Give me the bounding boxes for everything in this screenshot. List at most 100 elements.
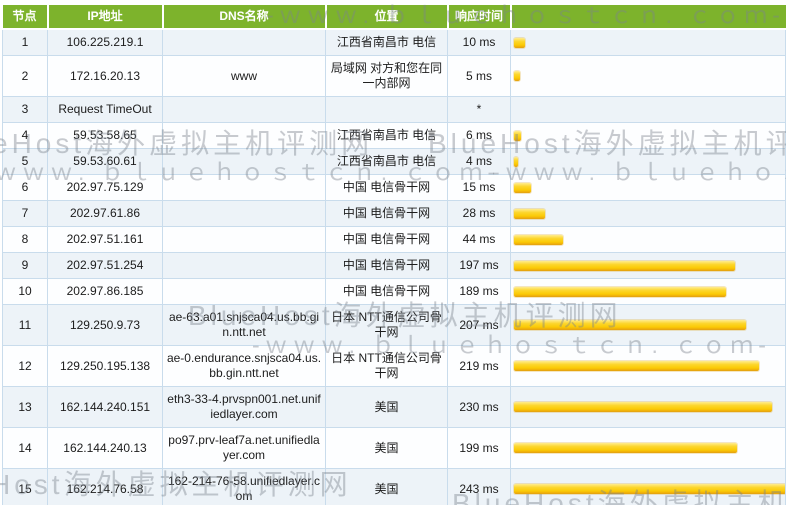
time-cell: 230 ms [447, 386, 511, 428]
traceroute-table: 节点 IP地址 DNS名称 位置 响应时间 1 106.225.219.1 江西省南昌市 电… [2, 5, 786, 505]
response-time-bar [514, 443, 737, 453]
ip-cell: 202.97.51.254 [47, 252, 163, 279]
response-bar-cell [510, 226, 786, 253]
dns-cell [162, 174, 326, 201]
response-bar-cell [510, 468, 786, 505]
dns-cell [162, 200, 326, 227]
table-row: 8 202.97.51.161 中国 电信骨干网 44 ms [2, 226, 786, 253]
dns-cell [162, 28, 326, 56]
time-cell: 207 ms [447, 304, 511, 346]
column-header-ip: IP地址 [47, 5, 164, 30]
ip-cell: Request TimeOut [47, 96, 163, 123]
time-cell: 189 ms [447, 278, 511, 305]
response-time-bar [514, 234, 563, 245]
time-cell: 219 ms [447, 345, 511, 387]
location-cell: 中国 电信骨干网 [325, 200, 448, 227]
time-cell: * [447, 96, 511, 123]
ip-cell: 59.53.58.65 [47, 122, 163, 149]
response-time-bar [514, 156, 518, 167]
dns-cell [162, 278, 326, 305]
response-time-bar [514, 71, 520, 81]
table-header-row: 节点 IP地址 DNS名称 位置 响应时间 [2, 5, 786, 30]
ip-cell: 202.97.86.185 [47, 278, 163, 305]
response-time-bar [514, 320, 746, 330]
location-cell: 江西省南昌市 电信 [325, 28, 448, 56]
ip-cell: 129.250.195.138 [47, 345, 163, 387]
time-cell: 197 ms [447, 252, 511, 279]
location-cell: 美国 [325, 386, 448, 428]
time-cell: 6 ms [447, 122, 511, 149]
ip-cell: 202.97.75.129 [47, 174, 163, 201]
table-row: 11 129.250.9.73 ae-63.a01.snjsca04.us.bb.g… [2, 304, 786, 346]
location-cell: 美国 [325, 427, 448, 469]
node-cell: 3 [2, 96, 48, 123]
ip-cell: 172.16.20.13 [47, 55, 163, 97]
column-header-dns: DNS名称 [162, 5, 327, 30]
location-cell: 日本 NTT通信公司骨干网 [325, 345, 448, 387]
node-cell: 12 [2, 345, 48, 387]
response-bar-cell [510, 278, 786, 305]
dns-cell [162, 252, 326, 279]
node-cell: 2 [2, 55, 48, 97]
time-cell: 4 ms [447, 148, 511, 175]
node-cell: 15 [2, 468, 48, 505]
time-cell: 243 ms [447, 468, 511, 505]
response-bar-cell [510, 174, 786, 201]
node-cell: 9 [2, 252, 48, 279]
response-bar-cell [510, 386, 786, 428]
response-time-bar [514, 260, 735, 271]
response-bar-cell [510, 200, 786, 227]
response-bar-cell [510, 252, 786, 279]
response-time-bar [514, 208, 545, 219]
response-time-bar [514, 130, 521, 141]
ip-cell: 106.225.219.1 [47, 28, 163, 56]
table-row: 14 162.144.240.13 po97.prv-leaf7a.net.unif… [2, 427, 786, 469]
table-row: 4 59.53.58.65 江西省南昌市 电信 6 ms [2, 122, 786, 149]
table-row: 2 172.16.20.13 www 局域网 对方和您在同一内部网 5 ms [2, 55, 786, 97]
ip-cell: 129.250.9.73 [47, 304, 163, 346]
location-cell: 中国 电信骨干网 [325, 226, 448, 253]
dns-cell [162, 96, 326, 123]
dns-cell: eth3-33-4.prvspn001.net.unifiedlayer.com [162, 386, 326, 428]
node-cell: 10 [2, 278, 48, 305]
time-cell: 44 ms [447, 226, 511, 253]
response-bar-cell [510, 345, 786, 387]
response-time-bar [514, 402, 772, 412]
response-time-bar [514, 286, 726, 297]
time-cell: 199 ms [447, 427, 511, 469]
location-cell: 江西省南昌市 电信 [325, 122, 448, 149]
dns-cell: po97.prv-leaf7a.net.unifiedlayer.com [162, 427, 326, 469]
response-time-bar [514, 484, 786, 494]
time-cell: 5 ms [447, 55, 511, 97]
table-row: 10 202.97.86.185 中国 电信骨干网 189 ms [2, 278, 786, 305]
node-cell: 1 [2, 28, 48, 56]
location-cell: 中国 电信骨干网 [325, 252, 448, 279]
table-row: 5 59.53.60.61 江西省南昌市 电信 4 ms [2, 148, 786, 175]
table-row: 13 162.144.240.151 eth3-33-4.prvspn001.net… [2, 386, 786, 428]
node-cell: 4 [2, 122, 48, 149]
dns-cell: www [162, 55, 326, 97]
response-time-bar [514, 37, 525, 48]
column-header-time: 响应时间 [447, 5, 512, 30]
table-row: 15 162.214.76.58 162-214-76-58.unifiedlaye… [2, 468, 786, 505]
ip-cell: 162.144.240.13 [47, 427, 163, 469]
location-cell: 日本 NTT通信公司骨干网 [325, 304, 448, 346]
response-bar-cell [510, 148, 786, 175]
ip-cell: 59.53.60.61 [47, 148, 163, 175]
table-row: 1 106.225.219.1 江西省南昌市 电信 10 ms [2, 28, 786, 56]
dns-cell: ae-63.a01.snjsca04.us.bb.gin.ntt.net [162, 304, 326, 346]
response-bar-cell [510, 427, 786, 469]
location-cell: 中国 电信骨干网 [325, 278, 448, 305]
table-row: 12 129.250.195.138 ae-0.endurance.snjsca04… [2, 345, 786, 387]
table-row: 6 202.97.75.129 中国 电信骨干网 15 ms [2, 174, 786, 201]
response-time-bar [514, 182, 531, 193]
node-cell: 6 [2, 174, 48, 201]
dns-cell [162, 122, 326, 149]
ip-cell: 202.97.51.161 [47, 226, 163, 253]
location-cell: 局域网 对方和您在同一内部网 [325, 55, 448, 97]
ip-cell: 162.214.76.58 [47, 468, 163, 505]
table-row: 3 Request TimeOut * [2, 96, 786, 123]
ip-cell: 162.144.240.151 [47, 386, 163, 428]
response-bar-cell [510, 55, 786, 97]
